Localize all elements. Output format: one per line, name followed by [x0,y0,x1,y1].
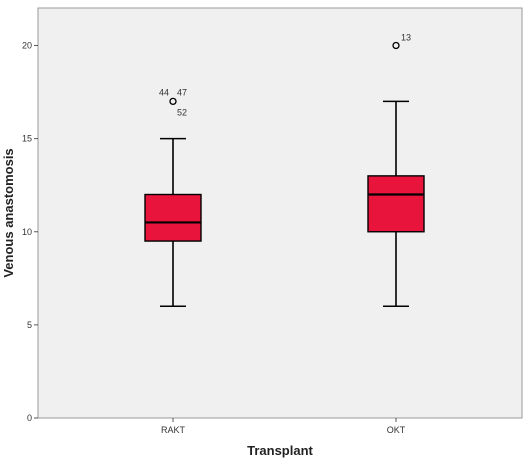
iqr-box-rakt [144,193,202,242]
iqr-box-okt [367,175,425,233]
outlier-label-rakt: 52 [177,107,187,117]
outlier-point-okt [392,41,400,50]
plot-area [37,7,523,419]
y-axis-title: Venous anastomosis [1,148,16,277]
y-tick-label-10: 10 [22,227,32,237]
outlier-label-rakt: 44 [159,87,169,97]
x-axis-title: Transplant [247,443,313,458]
outlier-label-okt: 13 [401,33,411,43]
box-series: 44 47 52 13 [144,33,425,308]
y-axis: 0 5 10 15 20 [22,41,38,423]
box-rakt: 44 47 52 [144,87,202,308]
x-tick-label-okt: OKT [387,425,406,435]
box-okt: 13 [367,33,425,308]
outlier-label-rakt: 47 [177,87,187,97]
x-axis: RAKT OKT [161,418,406,435]
y-tick-label-0: 0 [27,413,32,423]
y-tick-label-5: 5 [27,320,32,330]
y-tick-label-15: 15 [22,134,32,144]
y-tick-label-20: 20 [22,41,32,51]
x-tick-label-rakt: RAKT [161,425,186,435]
outlier-point-rakt [169,97,177,106]
